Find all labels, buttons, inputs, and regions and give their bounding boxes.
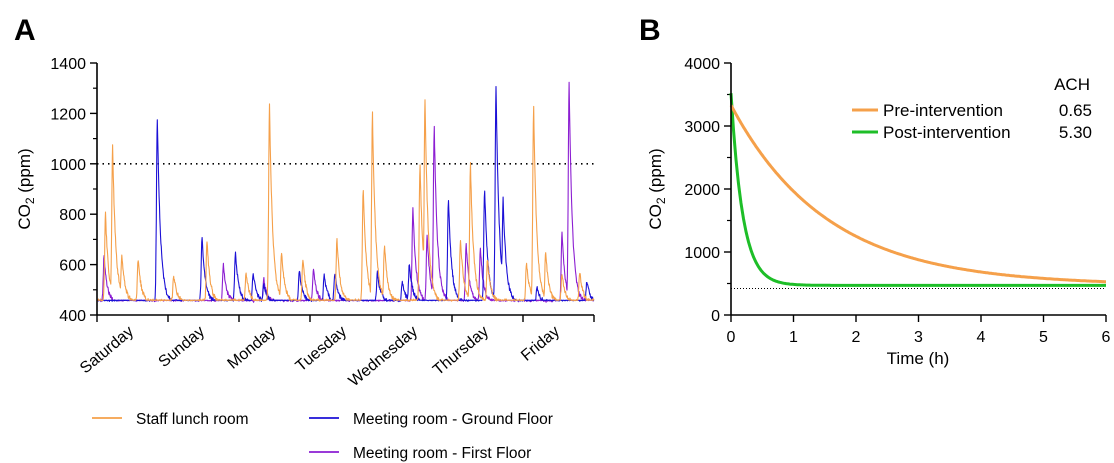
- panel-label-a: A: [14, 14, 36, 47]
- legend-label: Pre-intervention: [883, 101, 1003, 120]
- x-tick-label: 5: [1039, 329, 1048, 346]
- x-tick-label: Monday: [225, 323, 280, 373]
- legend-item-post-intervention: Post-intervention 5.30: [852, 123, 1092, 142]
- chart-a: CO2 (ppm) 400 600 800 1000 1200 1400 Saturday…: [15, 56, 595, 390]
- legend-ach-value: 0.65: [1059, 101, 1092, 120]
- x-tick-label: Tuesday: [293, 323, 350, 375]
- chart-b: CO2 (ppm) Time (h) 0 1000 2000 3000 4000 0 1 2…: [646, 56, 1111, 368]
- y-tick-label: 2000: [684, 182, 720, 199]
- series-line-ground: [96, 85, 595, 303]
- chart-b-plot-area: [729, 93, 1106, 290]
- y-tick-label: 1400: [50, 56, 86, 73]
- y-tick-label: 400: [59, 308, 86, 325]
- y-tick-label: 1000: [50, 157, 86, 174]
- x-tick-label: 4: [977, 329, 986, 346]
- y-tick-label: 600: [59, 258, 86, 275]
- chart-b-ylabel: CO2 (ppm): [646, 148, 668, 229]
- y-tick-label: 3000: [684, 119, 720, 136]
- x-tick-label: 2: [852, 329, 861, 346]
- x-tick-label: Friday: [518, 323, 563, 365]
- legend-ach-value: 5.30: [1059, 123, 1092, 142]
- series-line-staff: [96, 99, 595, 302]
- x-tick-label: 3: [914, 329, 923, 346]
- legend-header-ach: ACH: [1054, 75, 1090, 94]
- legend-label: Meeting room - Ground Floor: [353, 411, 553, 428]
- x-tick-label: Saturday: [77, 323, 137, 377]
- chart-a-plot-area: [96, 81, 595, 303]
- chart-b-legend: ACH Pre-intervention 0.65 Post-intervent…: [852, 75, 1092, 142]
- legend-item-pre-intervention: Pre-intervention 0.65: [852, 101, 1092, 120]
- y-tick-label: 1200: [50, 106, 86, 123]
- y-tick-label: 0: [711, 308, 720, 325]
- chart-b-x-axis: 0 1 2 3 4 5 6: [727, 315, 1111, 346]
- series-line-pre-intervention: [729, 104, 1106, 284]
- y-tick-label: 800: [59, 207, 86, 224]
- chart-b-xlabel: Time (h): [887, 349, 950, 368]
- chart-a-ylabel: CO2 (ppm): [15, 148, 37, 229]
- series-line-post-intervention: [729, 93, 1106, 287]
- y-tick-label: 4000: [684, 56, 720, 73]
- legend-item-meeting-room-first: Meeting room - First Floor: [309, 445, 531, 462]
- panel-label-b: B: [639, 14, 661, 47]
- chart-a-legend: Staff lunch room Meeting room - Ground F…: [92, 411, 553, 462]
- legend-item-meeting-room-ground: Meeting room - Ground Floor: [309, 411, 553, 428]
- legend-label: Meeting room - First Floor: [353, 445, 531, 462]
- series-line-first: [96, 81, 595, 303]
- x-tick-label: Thursday: [430, 323, 492, 379]
- chart-b-y-axis: 0 1000 2000 3000 4000: [684, 56, 731, 325]
- x-tick-label: 6: [1102, 329, 1111, 346]
- x-tick-label: 0: [727, 329, 736, 346]
- x-tick-label: 1: [789, 329, 798, 346]
- chart-a-y-axis: 400 600 800 1000 1200 1400: [50, 56, 97, 325]
- legend-item-staff-lunch-room: Staff lunch room: [92, 411, 249, 428]
- legend-label: Staff lunch room: [136, 411, 249, 428]
- y-tick-label: 1000: [684, 245, 720, 262]
- x-tick-label: Sunday: [156, 323, 208, 371]
- legend-label: Post-intervention: [883, 123, 1011, 142]
- x-tick-label: Wednesday: [346, 323, 421, 390]
